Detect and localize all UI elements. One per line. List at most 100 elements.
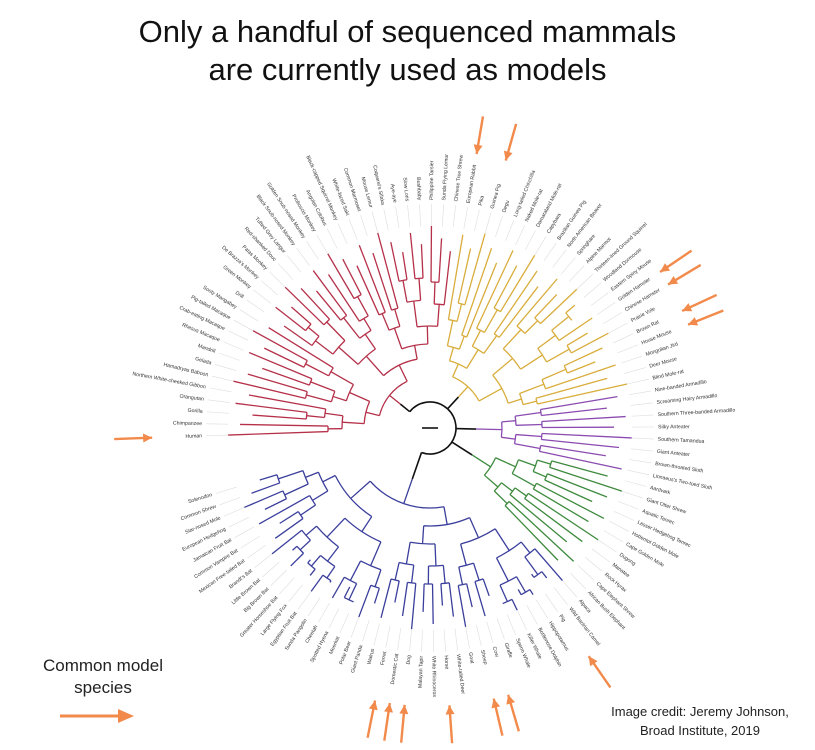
laurasiatheria-leaf-branch (375, 588, 380, 603)
leaf-label: Ferret (380, 650, 389, 665)
laurasiatheria-leaf-branch (260, 475, 277, 480)
legend-label-line-2: species (28, 677, 178, 699)
primates-internal-branch (419, 278, 421, 300)
afrotheria-internal-branch (472, 455, 491, 467)
laurasiatheria-internal-branch (461, 544, 467, 565)
leaf-guide-line (578, 565, 594, 580)
leaf-guide-line (569, 266, 584, 282)
leaf-guide-line (628, 470, 650, 475)
leaf-guide-line (287, 255, 301, 272)
laurasiatheria-internal-branch (412, 565, 414, 583)
laurasiatheria-leaf-branch (423, 584, 424, 612)
afrotheria-internal-branch (537, 460, 550, 464)
laurasiatheria-leaf-branch (280, 512, 299, 524)
primates-internal-branch (339, 347, 358, 364)
xenarthra-internal-branch (516, 435, 542, 437)
leaf-guide-line (228, 331, 248, 341)
laurasiatheria-internal-branch (497, 558, 509, 581)
leaf-guide-line (591, 292, 609, 305)
primates-internal-branch (438, 304, 440, 326)
primates-leaf-branch (264, 348, 304, 367)
model-species-arrowhead (491, 699, 500, 709)
leaf-label: Deer Mouse (649, 356, 678, 369)
leaf-guide-line (361, 215, 368, 236)
leaf-guide-line (246, 300, 264, 313)
leaf-guide-line (223, 342, 243, 350)
leaf-label: Horse (443, 655, 450, 669)
leaf-label: Polar Bear (339, 640, 353, 665)
legend-label-line-1: Common model (28, 655, 178, 677)
primates-internal-branch (415, 345, 418, 359)
leaf-guide-line (216, 487, 237, 493)
glires-leaf-branch (535, 295, 557, 318)
leaf-guide-line (306, 241, 318, 259)
primates-leaf-branch (236, 403, 307, 412)
laurasiatheria-leaf-branch (359, 585, 371, 617)
leaf-label: Lesser Hedgehog Tenrec (636, 520, 692, 550)
leaf-guide-line (544, 243, 556, 261)
leaf-guide-line (631, 449, 653, 451)
leaf-guide-line (420, 204, 421, 226)
root-branch-afrotheria (452, 442, 472, 455)
xenarthra-internal-branch (502, 421, 516, 422)
afrotheria-internal-branch (496, 458, 516, 467)
leaf-guide-line (338, 224, 347, 244)
leaf-guide-line (362, 621, 369, 642)
leaf-guide-line (410, 629, 412, 651)
primates-leaf-branch (343, 259, 361, 295)
primates-internal-branch (349, 392, 369, 401)
primates-internal-branch (390, 395, 401, 404)
glires-leaf-branch (571, 333, 608, 353)
leaf-guide-line (289, 585, 303, 602)
leaf-label: Domestic Cat (390, 653, 401, 685)
leaf-guide-line (386, 626, 390, 648)
leaf-guide-line (224, 507, 244, 516)
primates-internal-branch (306, 395, 331, 402)
primates-internal-branch (358, 297, 369, 316)
laurasiatheria-internal-branch (313, 491, 328, 500)
leaf-label: Walrus (366, 648, 376, 665)
leaf-label: Giraffe (503, 642, 514, 659)
legend-arrow (60, 709, 134, 723)
leaf-guide-line (506, 220, 514, 240)
glires-leaf-branch (567, 333, 588, 345)
afrotheria-leaf-branch (533, 489, 588, 522)
glires-internal-branch (525, 321, 538, 334)
xenarthra-leaf-branch (540, 451, 622, 469)
laurasiatheria-internal-branch (500, 585, 507, 601)
glires-internal-branch (450, 347, 454, 360)
leaf-label: Giant Panda (350, 644, 364, 673)
leaf-guide-line (517, 610, 526, 630)
leaf-guide-line (241, 536, 260, 548)
leaf-guide-line (487, 622, 493, 643)
leaf-guide-line (442, 204, 443, 226)
laurasiatheria-internal-branch (311, 555, 320, 566)
leaf-label: Philippine Tarsier (429, 160, 435, 200)
leaf-guide-line (536, 600, 548, 619)
leaf-guide-line (525, 230, 535, 249)
leaf-guide-line (229, 517, 249, 527)
leaf-guide-line (464, 207, 468, 229)
leaf-guide-line (254, 290, 271, 304)
primates-internal-branch (395, 309, 400, 326)
primates-leaf-branch (444, 251, 450, 305)
leaf-guide-line (507, 615, 515, 635)
laurasiatheria-internal-branch (375, 570, 381, 587)
glires-leaf-branch (499, 287, 538, 338)
glires-leaf-branch (559, 318, 592, 340)
primates-internal-branch (333, 396, 346, 400)
leaf-label: Coquerel's Sifaka (371, 165, 385, 206)
glires-internal-branch (552, 317, 569, 331)
leaf-label: Aardvark (649, 485, 671, 496)
xenarthra-internal-branch (515, 412, 541, 416)
leaf-guide-line (208, 400, 230, 403)
glires-leaf-branch (500, 255, 534, 311)
primates-internal-branch (344, 318, 360, 338)
glires-leaf-branch (465, 234, 485, 305)
afrotheria-internal-branch (501, 483, 512, 492)
leaf-label: Dog (406, 655, 413, 665)
leaf-label: Cow (491, 646, 500, 658)
leaf-label: Silky Anteater (658, 424, 690, 430)
afrotheria-leaf-branch (528, 493, 598, 540)
leaf-guide-line (298, 591, 311, 609)
